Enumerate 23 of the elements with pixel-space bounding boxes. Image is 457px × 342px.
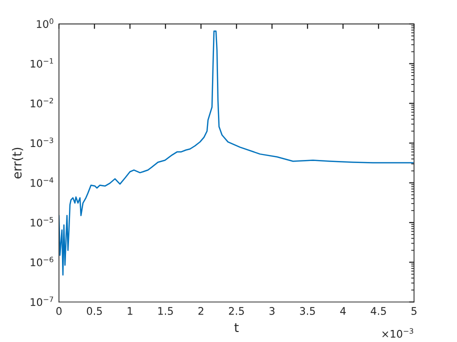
- x-tick-label: 2.5: [228, 307, 244, 315]
- y-tick-label: 10$^{−5}$: [30, 217, 54, 227]
- x-tick-label: 3: [269, 307, 274, 315]
- x-tick-label: 5: [412, 307, 416, 315]
- text: ×10$^{−3}$: [382, 328, 414, 338]
- x-tick-label: 0: [56, 307, 62, 315]
- y-tick-label: 10$^{−4}$: [30, 177, 54, 187]
- y-tick-label: 10$^{−1}$: [30, 58, 54, 68]
- line-series: [58, 30, 414, 276]
- x-tick-label: 2: [198, 307, 204, 315]
- y-axis-title: err(t): [12, 148, 24, 178]
- x-tick-label: 3.5: [300, 307, 315, 315]
- y-tick-label: 10$^{−6}$: [30, 256, 54, 266]
- x-tick-label: 1.5: [158, 307, 173, 315]
- x-tick-label: 1: [128, 307, 132, 315]
- x-tick-label: 4.5: [370, 307, 386, 315]
- y-tick-label: 10$^{0}$: [36, 18, 54, 28]
- y-tick-label: 10$^{−7}$: [30, 296, 54, 306]
- x-tick-label: 4: [340, 307, 346, 315]
- x-axis-title: t: [234, 323, 239, 332]
- x-tick-label: 0.5: [86, 307, 102, 315]
- y-tick-label: 10$^{−3}$: [30, 138, 54, 148]
- y-tick-label: 10$^{−2}$: [30, 98, 53, 108]
